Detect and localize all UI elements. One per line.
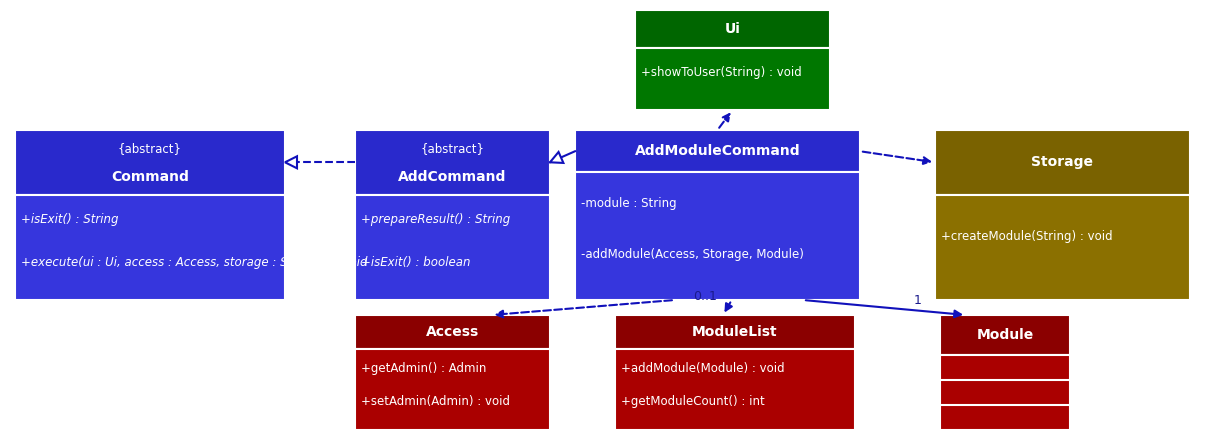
Bar xyxy=(15,194,284,300)
Text: +getAdmin() : Admin: +getAdmin() : Admin xyxy=(361,362,486,375)
Text: +getModuleCount() : int: +getModuleCount() : int xyxy=(621,395,764,407)
Text: ModuleList: ModuleList xyxy=(692,325,778,339)
Text: {abstract}: {abstract} xyxy=(118,142,182,154)
Text: Ui: Ui xyxy=(724,22,740,36)
Text: +createModule(String) : void: +createModule(String) : void xyxy=(941,230,1112,243)
Polygon shape xyxy=(284,156,297,168)
Text: +execute(ui : Ui, access : Access, storage : Storage) : void: +execute(ui : Ui, access : Access, stora… xyxy=(21,256,368,268)
Bar xyxy=(615,349,855,430)
Bar xyxy=(635,10,830,48)
Text: -addModule(Access, Storage, Module): -addModule(Access, Storage, Module) xyxy=(581,248,803,260)
Bar xyxy=(940,355,1070,430)
Text: +isExit() : boolean: +isExit() : boolean xyxy=(361,256,470,268)
Polygon shape xyxy=(549,152,563,163)
Text: 1: 1 xyxy=(915,294,922,308)
Bar xyxy=(935,130,1190,194)
Text: {abstract}: {abstract} xyxy=(420,142,485,154)
Text: Access: Access xyxy=(426,325,479,339)
Bar xyxy=(615,315,855,349)
Bar xyxy=(575,172,860,300)
Text: AddModuleCommand: AddModuleCommand xyxy=(635,144,800,158)
Text: +setAdmin(Admin) : void: +setAdmin(Admin) : void xyxy=(361,395,510,407)
Bar xyxy=(935,194,1190,300)
Text: +isExit() : String: +isExit() : String xyxy=(21,213,118,227)
Text: +addModule(Module) : void: +addModule(Module) : void xyxy=(621,362,785,375)
Text: Command: Command xyxy=(111,169,189,183)
Text: Module: Module xyxy=(977,328,1034,342)
Bar xyxy=(355,349,549,430)
Bar xyxy=(635,48,830,110)
Text: 0..1: 0..1 xyxy=(694,290,717,304)
Text: Storage: Storage xyxy=(1032,155,1094,169)
Text: +prepareResult() : String: +prepareResult() : String xyxy=(361,213,510,227)
Bar xyxy=(15,130,284,194)
Bar xyxy=(355,130,549,194)
Text: AddCommand: AddCommand xyxy=(398,169,507,183)
Text: -module : String: -module : String xyxy=(581,197,676,209)
Bar xyxy=(575,130,860,172)
Bar xyxy=(940,315,1070,355)
Bar xyxy=(355,194,549,300)
Bar xyxy=(355,315,549,349)
Text: +showToUser(String) : void: +showToUser(String) : void xyxy=(641,66,802,79)
